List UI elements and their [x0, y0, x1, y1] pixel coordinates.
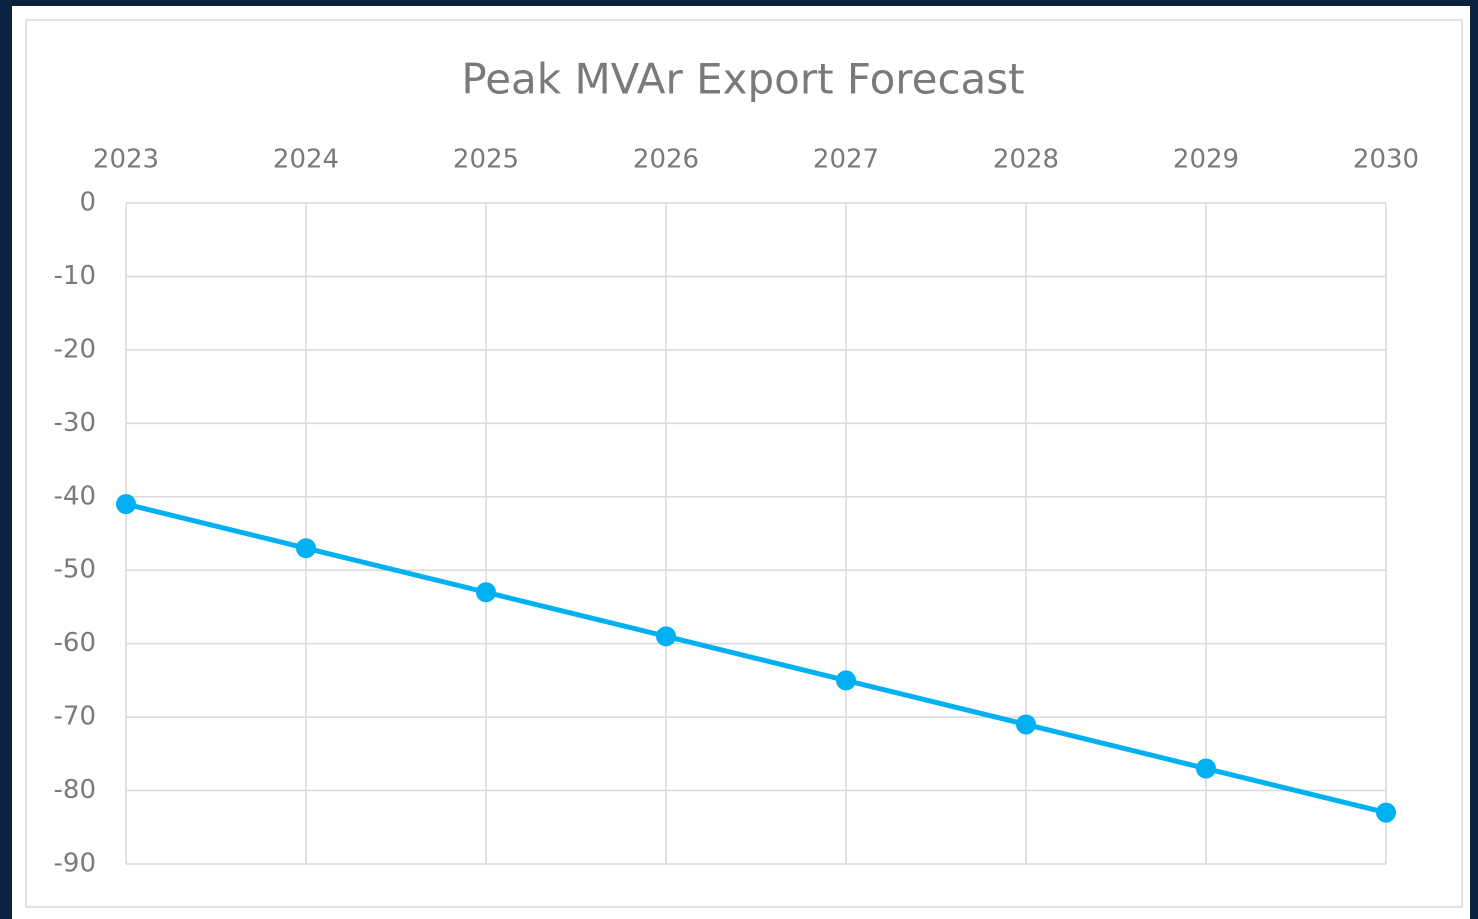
marker [1196, 758, 1216, 779]
marker [1376, 802, 1396, 823]
y-tick-label: 0 [79, 188, 96, 218]
x-tick-label: 2029 [1173, 145, 1239, 175]
line [125, 501, 1387, 816]
marker [656, 626, 676, 647]
marker [836, 670, 856, 691]
x-tick-label: 2030 [1353, 145, 1419, 175]
marker [116, 494, 136, 515]
y-tick-label: -20 [54, 334, 96, 364]
y-tick-label: -40 [54, 481, 96, 511]
x-tick-label: 2024 [273, 145, 339, 175]
y-tick-label: -80 [54, 775, 96, 805]
marker [1016, 714, 1036, 735]
x-tick-label: 2023 [93, 145, 159, 175]
chart-frame [25, 19, 1463, 908]
x-tick-label: 2028 [993, 145, 1059, 175]
y-tick-label: -10 [54, 261, 96, 291]
y-tick-label: -90 [54, 849, 96, 879]
y-tick-label: -50 [54, 555, 96, 585]
x-tick-label: 2026 [633, 145, 699, 175]
marker [476, 582, 496, 603]
marker [296, 538, 316, 559]
chart-title: Peak MVAr Export Forecast [461, 55, 1024, 104]
x-tick-label: 2025 [453, 145, 519, 175]
y-tick-label: -30 [54, 408, 96, 438]
x-tick-label: 2027 [813, 145, 879, 175]
y-tick-label: -60 [54, 628, 96, 658]
grid [125, 202, 1387, 865]
marks [116, 494, 1396, 823]
y-tick-label: -70 [54, 702, 96, 732]
